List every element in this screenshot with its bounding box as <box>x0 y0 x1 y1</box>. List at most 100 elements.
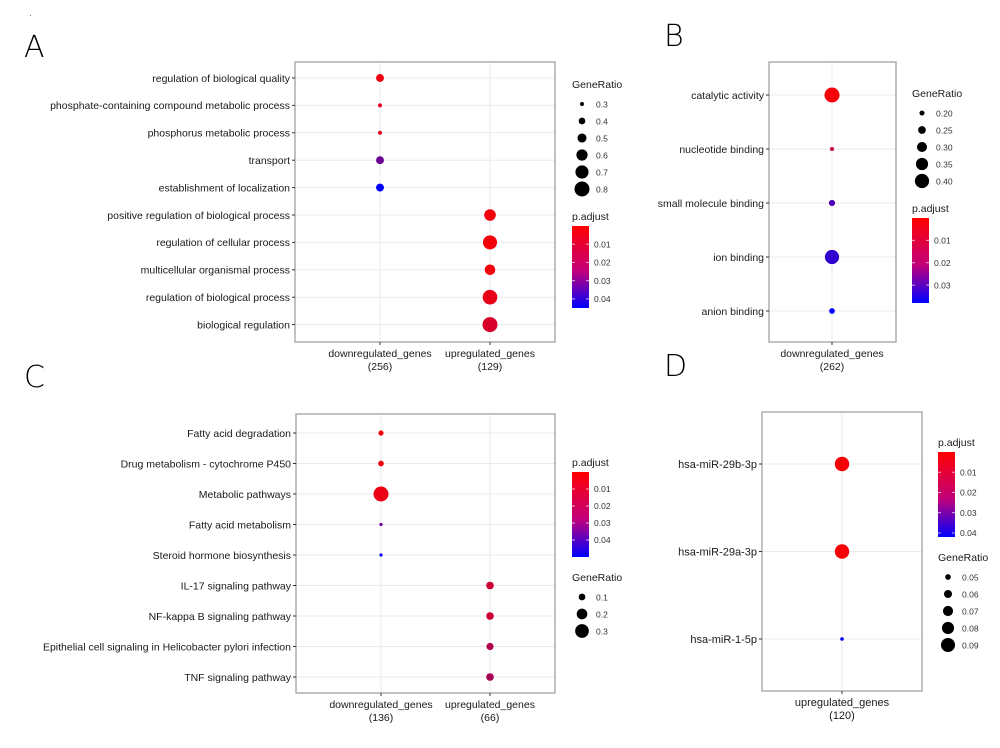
x-tick-label: upregulated_genes <box>795 697 890 709</box>
y-tick-label: establishment of localization <box>159 182 290 194</box>
data-point <box>379 522 383 527</box>
legend-color-label: 0.03 <box>594 518 611 528</box>
legend-size-key <box>574 181 590 197</box>
legend-color-label: 0.02 <box>594 258 611 268</box>
legend-size-label: 0.4 <box>596 116 608 126</box>
panel-label-a: A <box>24 30 45 65</box>
legend-size-key <box>576 608 588 620</box>
x-tick-count: (256) <box>368 361 393 373</box>
data-point <box>376 156 384 165</box>
y-tick-label: Drug metabolism - cytochrome P450 <box>121 458 292 470</box>
legend-size-key <box>942 605 954 617</box>
legend-size-key <box>576 149 588 161</box>
legend-size-title: GeneRatio <box>912 88 962 100</box>
legend-size-key <box>914 173 930 189</box>
x-tick-label: upregulated_genes <box>445 348 535 360</box>
y-tick-label: hsa-miR-29b-3p <box>678 459 757 471</box>
y-tick-label: regulation of biological quality <box>152 73 291 85</box>
legend-size-label: 0.1 <box>596 592 608 602</box>
legend-color-label: 0.01 <box>934 236 951 246</box>
data-point <box>834 456 850 472</box>
y-tick-label: positive regulation of biological proces… <box>107 210 290 222</box>
y-tick-label: biological regulation <box>197 319 290 331</box>
x-tick-count: (129) <box>478 361 503 373</box>
y-tick-label: Epithelial cell signaling in Helicobacte… <box>43 641 291 653</box>
legend-size-title: GeneRatio <box>572 572 622 584</box>
y-tick-label: phosphate-containing compound metabolic … <box>50 100 290 112</box>
legend-color-label: 0.04 <box>594 535 611 545</box>
panel-label-d: D <box>664 349 688 384</box>
y-tick-label: Fatty acid degradation <box>187 428 291 440</box>
plot-background <box>296 414 555 693</box>
legend-size-label: 0.30 <box>936 142 953 152</box>
legend-color-label: 0.01 <box>594 484 611 494</box>
legend-colorbar <box>572 226 589 308</box>
data-point <box>824 87 840 103</box>
legend-size-key <box>915 157 929 171</box>
data-point <box>834 544 850 559</box>
legend-color-title: p.adjust <box>912 203 949 215</box>
legend-size-key <box>575 624 589 638</box>
legend-size-label: 0.3 <box>596 99 608 109</box>
x-tick-label: downregulated_genes <box>329 699 432 711</box>
legend-colorbar <box>938 452 955 537</box>
plot-background <box>295 62 555 342</box>
legend-color-label: 0.01 <box>960 467 977 477</box>
panel-label-b: B <box>664 19 684 54</box>
x-tick-count: (66) <box>481 712 500 724</box>
plot-frame <box>294 61 556 343</box>
y-tick-label: Metabolic pathways <box>199 489 291 501</box>
legend-size-key <box>580 102 584 106</box>
y-tick-label: multicellular organismal process <box>141 265 290 277</box>
y-tick-label: ion binding <box>713 252 764 264</box>
y-tick-label: phosphorus metabolic process <box>148 128 290 140</box>
legend-size-key <box>577 133 587 143</box>
legend-size-label: 0.5 <box>596 133 608 143</box>
data-point <box>482 235 498 250</box>
data-point <box>482 289 498 305</box>
legend-size-label: 0.05 <box>962 572 979 582</box>
legend-colorbar <box>572 472 589 557</box>
data-point <box>828 199 836 207</box>
y-tick-label: Fatty acid metabolism <box>189 519 291 531</box>
plot-frame <box>295 413 556 694</box>
panel-label-c: C <box>24 360 45 395</box>
legend-color-label: 0.04 <box>594 294 611 304</box>
data-point <box>378 430 384 436</box>
data-point <box>378 130 382 135</box>
data-point <box>378 103 382 108</box>
legend-size-key <box>918 126 926 134</box>
legend-size-key <box>945 574 951 580</box>
data-point <box>840 637 844 641</box>
data-point <box>486 612 494 620</box>
legend-size-key <box>944 590 952 598</box>
y-tick-label: hsa-miR-1-5p <box>690 634 757 646</box>
legend-size-title: GeneRatio <box>938 552 988 564</box>
y-tick-label: small molecule binding <box>658 198 764 210</box>
data-point <box>378 460 384 467</box>
legend-size-label: 0.09 <box>962 640 979 650</box>
data-point <box>376 74 384 82</box>
legend-color-label: 0.01 <box>594 239 611 249</box>
legend-size-label: 0.08 <box>962 623 979 633</box>
x-tick-label: upregulated_genes <box>445 699 535 711</box>
legend-color-label: 0.03 <box>594 276 611 286</box>
stray-dot <box>30 15 31 16</box>
y-tick-label: NF-kappa B signaling pathway <box>149 611 292 623</box>
legend-colorbar <box>912 218 929 303</box>
x-tick-label: downregulated_genes <box>780 348 883 360</box>
y-tick-label: regulation of cellular process <box>156 237 290 249</box>
data-point <box>484 264 496 276</box>
legend-size-key <box>941 621 955 635</box>
y-tick-label: hsa-miR-29a-3p <box>678 546 757 558</box>
legend-size-key <box>916 141 928 153</box>
dotplot-panel-d: hsa-miR-29b-3p hsa-miR-29a-3p hsa-miR-1-5p… <box>678 411 988 722</box>
data-point <box>373 486 389 502</box>
legend-size-key <box>919 110 925 116</box>
y-tick-label: IL-17 signaling pathway <box>181 580 292 592</box>
legend-color-title: p.adjust <box>572 457 609 469</box>
legend-color-title: p.adjust <box>938 437 975 449</box>
legend-color-title: p.adjust <box>572 211 609 223</box>
dotplot-panel-c: Fatty acid degradation Drug metabolism - … <box>43 413 622 724</box>
data-point <box>830 147 834 151</box>
